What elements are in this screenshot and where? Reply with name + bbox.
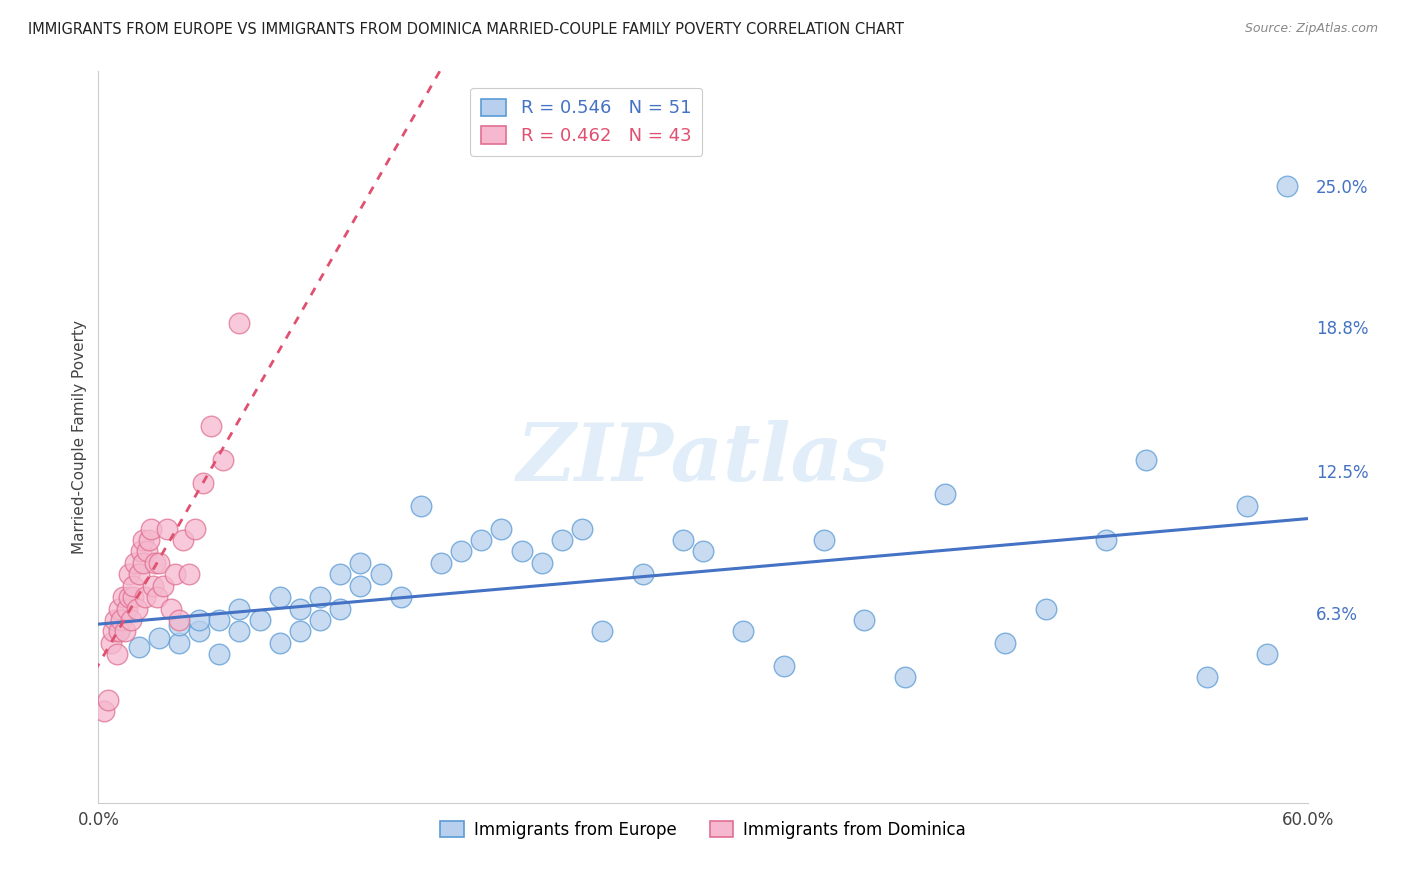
Point <box>115 601 138 615</box>
Point <box>470 533 492 547</box>
Point <box>530 556 553 570</box>
Point <box>772 658 794 673</box>
Point <box>1277 178 1299 193</box>
Text: ZIPatlas: ZIPatlas <box>517 420 889 498</box>
Point <box>111 590 134 604</box>
Point <box>228 316 250 330</box>
Point <box>409 499 432 513</box>
Point <box>188 613 211 627</box>
Point <box>510 544 533 558</box>
Point <box>551 533 574 547</box>
Point <box>135 544 157 558</box>
Point <box>100 636 122 650</box>
Point <box>107 601 129 615</box>
Y-axis label: Married-Couple Family Poverty: Married-Couple Family Poverty <box>72 320 87 554</box>
Point <box>129 544 152 558</box>
Point <box>893 670 915 684</box>
Point <box>269 590 291 604</box>
Point <box>228 601 250 615</box>
Point <box>1236 499 1258 513</box>
Point <box>184 521 207 535</box>
Point <box>121 579 143 593</box>
Point <box>288 624 311 639</box>
Legend: Immigrants from Europe, Immigrants from Dominica: Immigrants from Europe, Immigrants from … <box>433 814 973 846</box>
Point <box>152 579 174 593</box>
Point <box>163 567 186 582</box>
Point <box>105 647 128 661</box>
Point <box>107 624 129 639</box>
Point <box>450 544 472 558</box>
Point <box>167 617 190 632</box>
Point <box>329 601 352 615</box>
Point <box>1095 533 1118 547</box>
Point <box>139 521 162 535</box>
Point <box>591 624 613 639</box>
Point <box>134 590 156 604</box>
Point <box>228 624 250 639</box>
Point <box>118 567 141 582</box>
Point <box>128 640 150 655</box>
Point <box>128 567 150 582</box>
Point <box>132 533 155 547</box>
Point <box>156 521 179 535</box>
Point <box>148 556 170 570</box>
Point <box>97 693 120 707</box>
Point <box>571 521 593 535</box>
Point <box>142 579 165 593</box>
Point <box>148 632 170 646</box>
Point <box>172 533 194 547</box>
Point <box>167 613 190 627</box>
Point <box>994 636 1017 650</box>
Point <box>124 556 146 570</box>
Point <box>125 601 148 615</box>
Point <box>349 579 371 593</box>
Text: IMMIGRANTS FROM EUROPE VS IMMIGRANTS FROM DOMINICA MARRIED-COUPLE FAMILY POVERTY: IMMIGRANTS FROM EUROPE VS IMMIGRANTS FRO… <box>28 22 904 37</box>
Point <box>692 544 714 558</box>
Point <box>370 567 392 582</box>
Point <box>103 613 125 627</box>
Point <box>188 624 211 639</box>
Point <box>118 590 141 604</box>
Point <box>138 533 160 547</box>
Point <box>1256 647 1278 661</box>
Point <box>389 590 412 604</box>
Point <box>107 624 129 639</box>
Point <box>93 705 115 719</box>
Point <box>167 636 190 650</box>
Point <box>212 453 235 467</box>
Point <box>121 590 143 604</box>
Point <box>101 624 124 639</box>
Point <box>1035 601 1057 615</box>
Point <box>309 590 332 604</box>
Point <box>208 647 231 661</box>
Point <box>208 613 231 627</box>
Point <box>200 418 222 433</box>
Point <box>143 556 166 570</box>
Point <box>146 590 169 604</box>
Point <box>288 601 311 615</box>
Point <box>120 613 142 627</box>
Point <box>813 533 835 547</box>
Point <box>110 613 132 627</box>
Point <box>193 475 215 490</box>
Point <box>269 636 291 650</box>
Point <box>491 521 513 535</box>
Point <box>631 567 654 582</box>
Point <box>309 613 332 627</box>
Point <box>132 556 155 570</box>
Point <box>853 613 876 627</box>
Point <box>329 567 352 582</box>
Point <box>733 624 755 639</box>
Point <box>1135 453 1157 467</box>
Point <box>114 624 136 639</box>
Point <box>179 567 201 582</box>
Point <box>349 556 371 570</box>
Text: Source: ZipAtlas.com: Source: ZipAtlas.com <box>1244 22 1378 36</box>
Point <box>160 601 183 615</box>
Point <box>672 533 695 547</box>
Point <box>934 487 956 501</box>
Point <box>430 556 453 570</box>
Point <box>1195 670 1218 684</box>
Point <box>249 613 271 627</box>
